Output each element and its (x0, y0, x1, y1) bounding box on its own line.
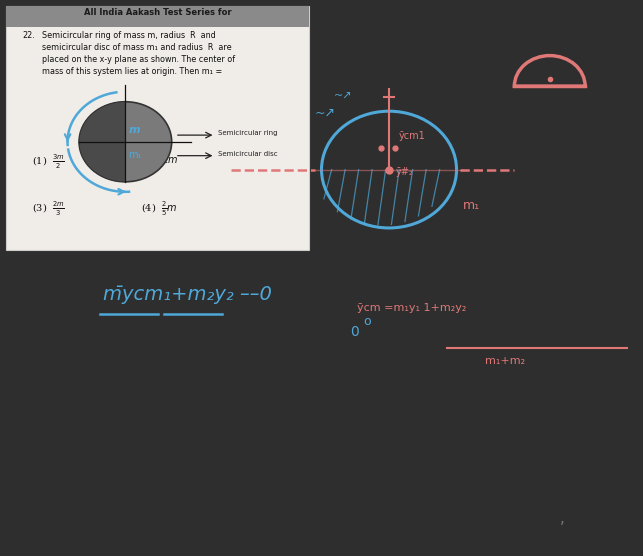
FancyBboxPatch shape (6, 6, 309, 250)
Text: ȳ#₂: ȳ#₂ (395, 167, 413, 177)
Text: 22.: 22. (23, 31, 35, 39)
Wedge shape (79, 102, 125, 182)
Circle shape (79, 102, 172, 182)
Text: Semicircular disc: Semicircular disc (218, 151, 278, 157)
Text: (1)  $\frac{3m}{2}$: (1) $\frac{3m}{2}$ (32, 153, 65, 171)
Text: Semicircular ring: Semicircular ring (218, 131, 278, 136)
Text: ,: , (559, 510, 565, 525)
Text: m₁+m₂: m₁+m₂ (485, 356, 525, 366)
Text: All India Aakash Test Series for: All India Aakash Test Series for (84, 8, 231, 17)
Text: m₁: m₁ (463, 198, 480, 211)
FancyBboxPatch shape (6, 6, 309, 27)
Text: (2)  $2m$: (2) $2m$ (141, 153, 178, 166)
Text: Semicircular ring of mass m, radius  R  and
semicircular disc of mass m₁ and rad: Semicircular ring of mass m, radius R an… (42, 31, 235, 76)
Text: m: m (129, 126, 140, 136)
Text: ȳcm1: ȳcm1 (399, 131, 426, 141)
Text: m̄ycm₁+m₂y₂ ––0: m̄ycm₁+m₂y₂ ––0 (103, 285, 272, 304)
Text: ~↗: ~↗ (334, 92, 353, 102)
Text: (4)  $\frac{2}{5}m$: (4) $\frac{2}{5}m$ (141, 200, 178, 219)
Text: ~↗: ~↗ (315, 107, 336, 120)
Text: ȳcm =m₁y₁ 1+m₂y₂: ȳcm =m₁y₁ 1+m₂y₂ (357, 304, 466, 314)
Text: 0: 0 (350, 325, 359, 339)
Text: (3)  $\frac{2m}{3}$: (3) $\frac{2m}{3}$ (32, 200, 65, 219)
Text: m₁: m₁ (129, 151, 142, 161)
Text: o: o (363, 315, 371, 328)
